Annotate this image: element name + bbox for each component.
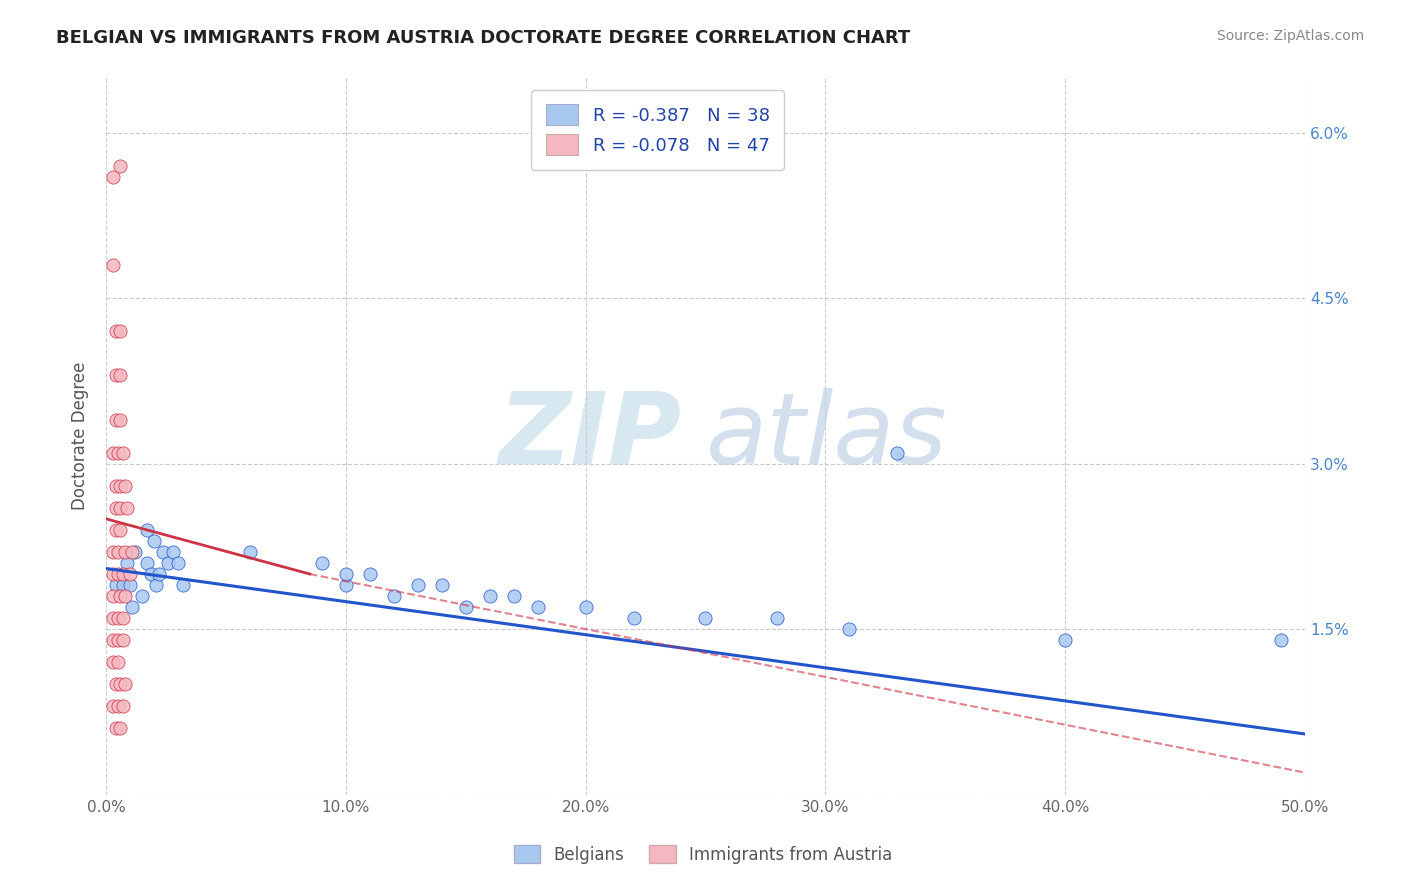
Point bbox=[104, 500, 127, 515]
Point bbox=[101, 258, 124, 272]
Point bbox=[695, 611, 717, 625]
Point bbox=[135, 523, 157, 537]
Point bbox=[110, 589, 132, 603]
Point bbox=[766, 611, 789, 625]
Point bbox=[110, 368, 132, 383]
Point bbox=[104, 578, 127, 592]
Point bbox=[838, 622, 860, 636]
Point bbox=[107, 633, 129, 648]
Point bbox=[114, 677, 136, 691]
Point bbox=[104, 677, 127, 691]
Point bbox=[172, 578, 194, 592]
Point bbox=[101, 545, 124, 559]
Point bbox=[104, 479, 127, 493]
Point bbox=[1270, 633, 1292, 648]
Point bbox=[623, 611, 645, 625]
Point bbox=[101, 633, 124, 648]
Point bbox=[111, 633, 134, 648]
Point bbox=[104, 722, 127, 736]
Point bbox=[101, 589, 124, 603]
Point bbox=[111, 699, 134, 714]
Point bbox=[111, 445, 134, 459]
Point bbox=[110, 677, 132, 691]
Point bbox=[114, 479, 136, 493]
Point bbox=[454, 600, 477, 615]
Point bbox=[162, 545, 184, 559]
Text: Source: ZipAtlas.com: Source: ZipAtlas.com bbox=[1216, 29, 1364, 43]
Point bbox=[110, 159, 132, 173]
Point bbox=[311, 556, 333, 570]
Point bbox=[478, 589, 501, 603]
Point bbox=[526, 600, 548, 615]
Point bbox=[335, 578, 357, 592]
Point bbox=[166, 556, 188, 570]
Point bbox=[114, 545, 136, 559]
Point bbox=[135, 556, 157, 570]
Point bbox=[110, 412, 132, 426]
Point bbox=[239, 545, 262, 559]
Point bbox=[110, 523, 132, 537]
Point bbox=[502, 589, 524, 603]
Point bbox=[574, 600, 596, 615]
Point bbox=[148, 567, 170, 582]
Legend: Belgians, Immigrants from Austria: Belgians, Immigrants from Austria bbox=[506, 838, 900, 871]
Point bbox=[110, 722, 132, 736]
Point bbox=[1054, 633, 1077, 648]
Point bbox=[157, 556, 180, 570]
Point bbox=[382, 589, 405, 603]
Point bbox=[107, 611, 129, 625]
Point bbox=[131, 589, 153, 603]
Point bbox=[141, 567, 163, 582]
Point bbox=[145, 578, 167, 592]
Point bbox=[111, 578, 134, 592]
Point bbox=[142, 533, 165, 548]
Text: BELGIAN VS IMMIGRANTS FROM AUSTRIA DOCTORATE DEGREE CORRELATION CHART: BELGIAN VS IMMIGRANTS FROM AUSTRIA DOCTO… bbox=[56, 29, 911, 46]
Point bbox=[335, 567, 357, 582]
Point bbox=[886, 445, 908, 459]
Point bbox=[117, 500, 139, 515]
Point bbox=[101, 567, 124, 582]
Point bbox=[110, 500, 132, 515]
Point bbox=[118, 567, 141, 582]
Point bbox=[107, 445, 129, 459]
Point bbox=[359, 567, 381, 582]
Text: atlas: atlas bbox=[706, 387, 948, 484]
Point bbox=[101, 445, 124, 459]
Point bbox=[111, 611, 134, 625]
Point bbox=[430, 578, 453, 592]
Point bbox=[111, 567, 134, 582]
Point bbox=[101, 611, 124, 625]
Point bbox=[121, 545, 143, 559]
Point bbox=[117, 556, 139, 570]
Point bbox=[107, 545, 129, 559]
Point bbox=[110, 324, 132, 338]
Point bbox=[124, 545, 146, 559]
Text: ZIP: ZIP bbox=[499, 387, 682, 484]
Point bbox=[107, 655, 129, 669]
Point bbox=[104, 412, 127, 426]
Point bbox=[107, 699, 129, 714]
Point bbox=[104, 368, 127, 383]
Point bbox=[101, 169, 124, 184]
Point bbox=[110, 479, 132, 493]
Point bbox=[107, 567, 129, 582]
Y-axis label: Doctorate Degree: Doctorate Degree bbox=[72, 362, 89, 510]
Point bbox=[101, 655, 124, 669]
Point bbox=[152, 545, 174, 559]
Point bbox=[118, 578, 141, 592]
Point bbox=[114, 589, 136, 603]
Legend: R = -0.387   N = 38, R = -0.078   N = 47: R = -0.387 N = 38, R = -0.078 N = 47 bbox=[531, 90, 785, 169]
Point bbox=[406, 578, 429, 592]
Point bbox=[104, 324, 127, 338]
Point bbox=[121, 600, 143, 615]
Point bbox=[104, 523, 127, 537]
Point bbox=[101, 699, 124, 714]
